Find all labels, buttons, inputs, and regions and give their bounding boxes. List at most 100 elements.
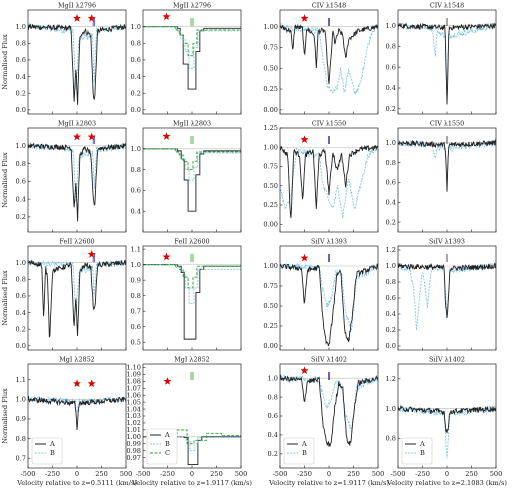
spectrum-panel: MgII λ2796 0.0 0.2 0.4 0.6 0.8 1.0: [131, 2, 242, 115]
y-tick-label: 0.8: [131, 292, 142, 300]
x-tick-label: 500: [235, 470, 248, 478]
y-tick-label: 0.75: [263, 44, 278, 52]
x-tick-label: 250: [210, 470, 223, 478]
y-tick-label: 1.2: [386, 375, 397, 383]
y-tick-label: 0.50: [263, 302, 278, 310]
y-tick-label: 0.50: [263, 64, 278, 72]
legend-label: B: [302, 449, 307, 457]
x-tick-label: 250: [347, 470, 360, 478]
series-line-b: [280, 262, 378, 331]
y-tick-label: 0.2: [16, 89, 27, 97]
series-line-a: [143, 26, 241, 90]
x-tick-label: -250: [45, 470, 60, 478]
y-tick-label: 0.98: [126, 447, 141, 455]
spectrum-panel: CIV λ1548 0.00 0.25 0.50 0.75 1.00: [263, 2, 379, 115]
legend-label: B: [50, 449, 55, 457]
legend-label: A: [164, 431, 170, 439]
y-tick-label: 1.00: [263, 143, 278, 151]
y-tick-label: 1.08: [126, 378, 141, 386]
legend-label: C: [165, 449, 170, 457]
axes-frame: [142, 9, 242, 115]
y-tick-label: 1.00: [263, 262, 278, 270]
spectrum-panel: SiIV λ1402 0.8 1.0 1.2 -500 -250 0 250 500Veloci…: [386, 356, 508, 488]
y-tick-label: 0.0: [131, 106, 142, 114]
y-tick-label: 1.0: [386, 139, 397, 147]
series-line-b: [398, 22, 496, 98]
x-tick-label: -250: [297, 470, 312, 478]
panel-title: MgI λ2852: [174, 356, 210, 364]
y-tick-label: 0.5: [131, 338, 142, 346]
y-tick-label: 1.0: [16, 23, 27, 31]
y-tick-label: 1.2: [386, 246, 397, 254]
legend-label: A: [419, 440, 425, 448]
y-tick-label: 1.02: [126, 419, 141, 427]
y-tick-label: 0.6: [16, 292, 27, 300]
y-tick-label: 0.0: [16, 342, 27, 350]
y-tick-label: 0.2: [268, 450, 279, 458]
y-tick-label: 1.0: [16, 396, 27, 404]
y-axis-label: Normalised Flux: [1, 34, 9, 90]
star-marker: [87, 132, 96, 141]
y-tick-label: 1.1: [131, 245, 142, 253]
y-axis-label: Normalised Flux: [1, 270, 9, 326]
star-marker: [300, 14, 309, 22]
y-tick-label: 0.2: [386, 105, 397, 113]
y-tick-label: 1.0: [131, 145, 142, 153]
y-tick-label: 0.6: [386, 63, 397, 71]
spectrum-panel: MgII λ2796 0.0 0.2 0.4 0.6 0.8 1.0 Normalised F…: [1, 2, 127, 115]
series-line-b: [143, 26, 241, 69]
series-line-b: [143, 264, 241, 304]
series-line-a: [398, 404, 496, 434]
y-tick-label: 0.50: [263, 182, 278, 190]
series-line-c: [143, 148, 241, 171]
y-tick-label: 1.06: [126, 391, 141, 399]
x-axis-label: Velocity relative to z=1.9117 (km/s): [268, 479, 389, 487]
series-line-b: [280, 146, 378, 219]
y-tick-label: 1.1: [16, 376, 27, 384]
y-tick-label: 0.2: [386, 326, 397, 334]
legend-label: B: [165, 440, 170, 448]
y-tick-label: 1.04: [126, 405, 141, 413]
y-tick-label: 1.0: [131, 23, 142, 31]
y-tick-label: 0.2: [16, 213, 27, 221]
series-line-a: [398, 139, 496, 192]
x-axis-label: Velocity relative to z=0.5111 (km/s): [16, 479, 137, 487]
y-tick-label: 0.00: [263, 220, 278, 228]
star-marker: [163, 377, 172, 385]
panel-title: FeII λ2600: [59, 238, 94, 246]
x-axis-label: Velocity relative to z=1.9117 (km/s): [131, 479, 252, 487]
y-tick-label: 1.0: [386, 22, 397, 30]
panel-title: SiIV λ1393: [429, 238, 465, 246]
y-tick-label: 0.0: [16, 106, 27, 114]
legend: ABC: [146, 428, 178, 465]
y-tick-label: 1.00: [126, 433, 141, 441]
y-tick-label: 0.75: [263, 163, 278, 171]
y-tick-label: 0.8: [131, 39, 142, 47]
y-tick-label: 0.25: [263, 85, 278, 93]
series-line-b: [398, 262, 496, 331]
star-marker: [162, 252, 171, 261]
y-tick-label: 0.8: [131, 166, 142, 174]
y-tick-label: 0.6: [131, 187, 142, 195]
star-marker: [87, 250, 96, 258]
x-tick-label: -250: [415, 470, 430, 478]
spectrum-panel: CIV λ1548 0.2 0.4 0.6 0.8 1.0: [386, 2, 497, 115]
y-tick-label: 0.97: [126, 454, 141, 462]
panel-title: SiIV λ1402: [429, 356, 465, 364]
y-tick-label: 0.2: [16, 325, 27, 333]
y-tick-label: 0.6: [386, 179, 397, 187]
y-tick-label: 1.00: [263, 23, 278, 31]
y-tick-label: 0.4: [16, 309, 27, 317]
x-axis-label: Velocity relative to z=2.1083 (km/s): [386, 479, 507, 487]
y-tick-label: 0.4: [16, 73, 27, 81]
series-line-b: [28, 22, 126, 90]
y-tick-label: 0.0: [386, 342, 397, 350]
x-tick-label: -250: [160, 470, 175, 478]
y-tick-label: 0.25: [263, 322, 278, 330]
y-axis-label: Normalised Flux: [1, 388, 9, 444]
y-tick-label: 1.01: [126, 426, 141, 434]
series-line-a: [28, 142, 126, 222]
panel-title: SiIV λ1393: [311, 238, 347, 246]
axes-frame: [279, 245, 379, 351]
